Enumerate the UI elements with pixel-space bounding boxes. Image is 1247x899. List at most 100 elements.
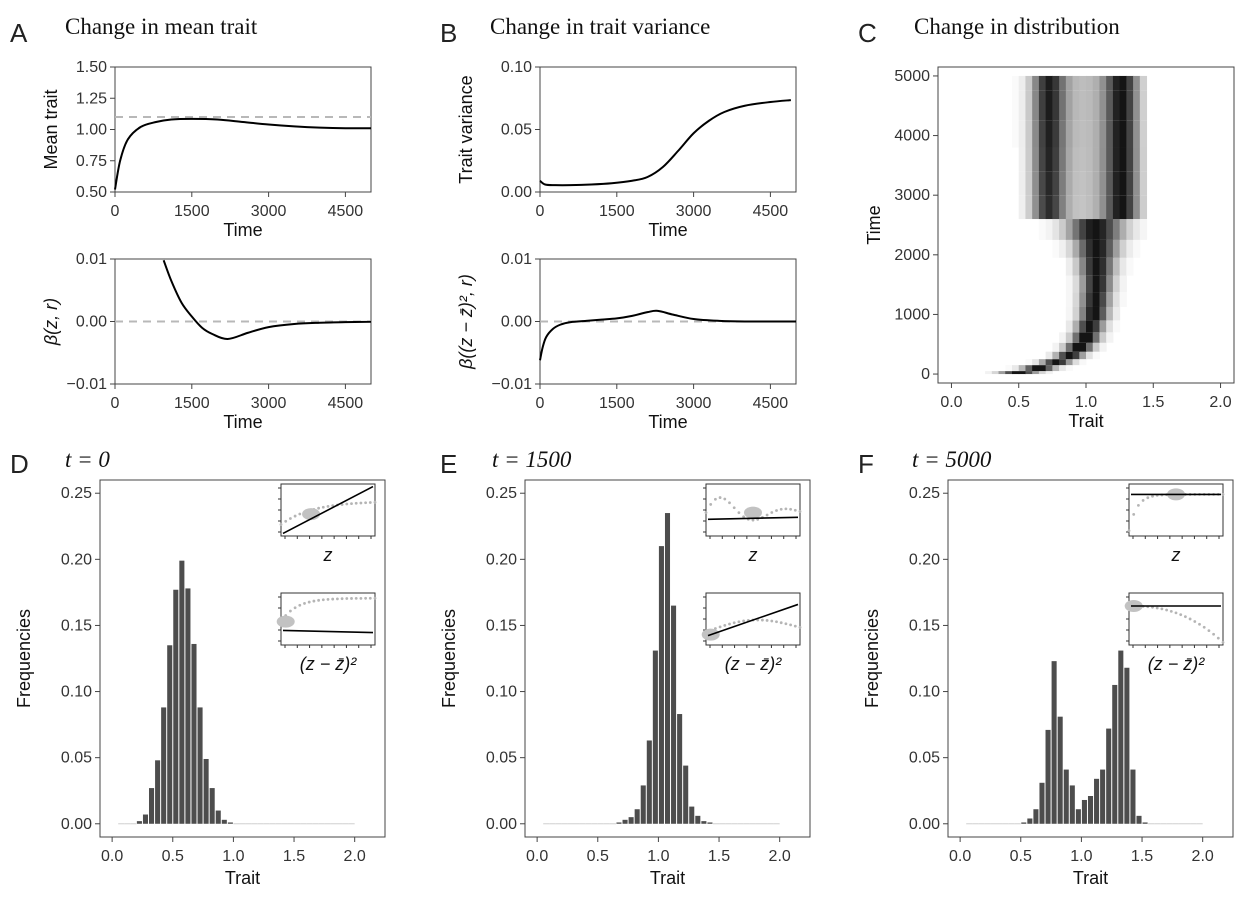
inset-point bbox=[1193, 620, 1197, 623]
inset-point bbox=[368, 501, 372, 504]
y-axis-label: β((z − z̄)², r) bbox=[456, 274, 476, 370]
histogram-bar bbox=[155, 760, 161, 824]
x-tick-label: 1500 bbox=[599, 203, 635, 220]
y-tick-label: 1.25 bbox=[76, 90, 107, 107]
inset-point bbox=[321, 598, 325, 602]
y-tick-label: 0.10 bbox=[61, 684, 92, 701]
x-tick-label: 1.5 bbox=[1131, 848, 1153, 865]
y-tick-label: 0.01 bbox=[501, 251, 532, 268]
histogram-bar bbox=[173, 589, 179, 824]
heat-cell bbox=[1119, 257, 1127, 276]
heat-cell bbox=[1079, 351, 1087, 360]
heat-cell bbox=[1106, 306, 1114, 321]
heat-cell bbox=[1092, 292, 1100, 307]
plot-frame bbox=[937, 66, 1235, 384]
heat-cell bbox=[1018, 195, 1026, 220]
inset-label: (z − z̄)² bbox=[725, 654, 783, 674]
heat-cell bbox=[1099, 320, 1107, 333]
heat-cell bbox=[1045, 359, 1053, 366]
y-tick-label: 0.00 bbox=[61, 816, 92, 833]
heat-cell bbox=[1032, 171, 1040, 196]
x-tick-label: 0 bbox=[536, 395, 545, 412]
inset-point bbox=[279, 523, 283, 526]
x-tick-label: 3000 bbox=[251, 203, 287, 220]
inset-point bbox=[303, 602, 306, 605]
heat-cell bbox=[1072, 351, 1080, 360]
heat-cell bbox=[1065, 257, 1074, 276]
heat-cell bbox=[1065, 342, 1074, 352]
histogram-bar bbox=[1087, 796, 1094, 824]
y-tick-label: 0.00 bbox=[76, 314, 107, 331]
heat-cell bbox=[1065, 320, 1074, 333]
heat-cell bbox=[1092, 75, 1100, 91]
heat-cell bbox=[1092, 257, 1100, 276]
panel-title: Change in distribution bbox=[914, 14, 1120, 39]
y-tick-label: 0.75 bbox=[76, 153, 107, 170]
y-tick-label: 0.00 bbox=[501, 314, 532, 331]
y-axis-label: β(z, r) bbox=[41, 298, 61, 346]
inset-point bbox=[751, 518, 755, 522]
inset-point bbox=[1151, 494, 1154, 498]
inset-point bbox=[761, 618, 764, 622]
histogram-bar bbox=[652, 650, 658, 824]
heat-cell bbox=[1072, 332, 1080, 343]
heat-cell bbox=[1025, 359, 1033, 366]
panel-B-top: 0 1500 3000 4500 0.00 0.05 0.10 Time Trait varia… bbox=[440, 14, 797, 240]
heat-cell bbox=[1086, 120, 1094, 148]
y-tick-label: 0.25 bbox=[486, 485, 517, 502]
heat-cell bbox=[1072, 257, 1080, 276]
inset-label: z bbox=[1171, 545, 1181, 565]
panel-title: Change in mean trait bbox=[65, 14, 258, 39]
heat-cell bbox=[998, 371, 1006, 375]
heat-cell bbox=[1032, 195, 1040, 220]
histogram-bar bbox=[622, 819, 628, 824]
x-tick-label: 4500 bbox=[328, 395, 364, 412]
heat-cell bbox=[1119, 239, 1127, 258]
heat-cell bbox=[1045, 365, 1053, 372]
heat-cell bbox=[1086, 171, 1094, 196]
heat-cell bbox=[1012, 371, 1020, 375]
heat-cell bbox=[1099, 292, 1107, 307]
heat-cell bbox=[1065, 120, 1074, 148]
heat-cell bbox=[1052, 171, 1060, 196]
heat-cell bbox=[1045, 171, 1053, 196]
heat-cell bbox=[1038, 365, 1047, 372]
plot-frame bbox=[114, 66, 372, 193]
inset-point bbox=[742, 619, 745, 623]
x-axis-label: Time bbox=[223, 220, 262, 240]
heat-cell bbox=[1079, 219, 1087, 240]
heat-cell bbox=[1079, 275, 1087, 293]
heat-cell bbox=[1133, 90, 1141, 121]
inset-point bbox=[798, 510, 802, 513]
heat-cell bbox=[1072, 275, 1080, 293]
x-tick-label: 0.0 bbox=[940, 394, 962, 411]
heat-cell bbox=[1052, 90, 1060, 121]
heat-cell bbox=[1079, 292, 1087, 307]
heat-cell bbox=[1139, 171, 1148, 196]
histogram-bar bbox=[1118, 650, 1124, 824]
inset-point bbox=[1188, 617, 1192, 621]
heat-cell bbox=[1059, 359, 1067, 366]
series-line bbox=[539, 99, 791, 187]
heat-cell bbox=[1032, 371, 1040, 375]
histogram-bar bbox=[689, 806, 695, 824]
heat-cell bbox=[1086, 292, 1094, 307]
histogram-bar bbox=[646, 740, 652, 824]
inset-point bbox=[364, 501, 367, 505]
heat-cell bbox=[1092, 275, 1100, 293]
heat-cell bbox=[1139, 90, 1148, 121]
inset-point bbox=[770, 511, 774, 514]
y-axis-label: Time bbox=[864, 205, 884, 244]
x-tick-label: 0.5 bbox=[162, 848, 184, 865]
inset-point bbox=[1198, 622, 1201, 626]
y-tick-label: 3000 bbox=[894, 187, 930, 204]
inset-point bbox=[779, 621, 783, 625]
histogram-bar bbox=[167, 645, 173, 824]
heat-cell bbox=[1032, 120, 1040, 148]
inset-point bbox=[737, 511, 741, 515]
y-tick-label: 0.01 bbox=[76, 251, 107, 268]
inset-point bbox=[368, 596, 372, 600]
x-axis-label: Time bbox=[648, 412, 687, 432]
y-tick-label: 0.05 bbox=[501, 122, 532, 139]
histogram-bar bbox=[640, 785, 646, 824]
